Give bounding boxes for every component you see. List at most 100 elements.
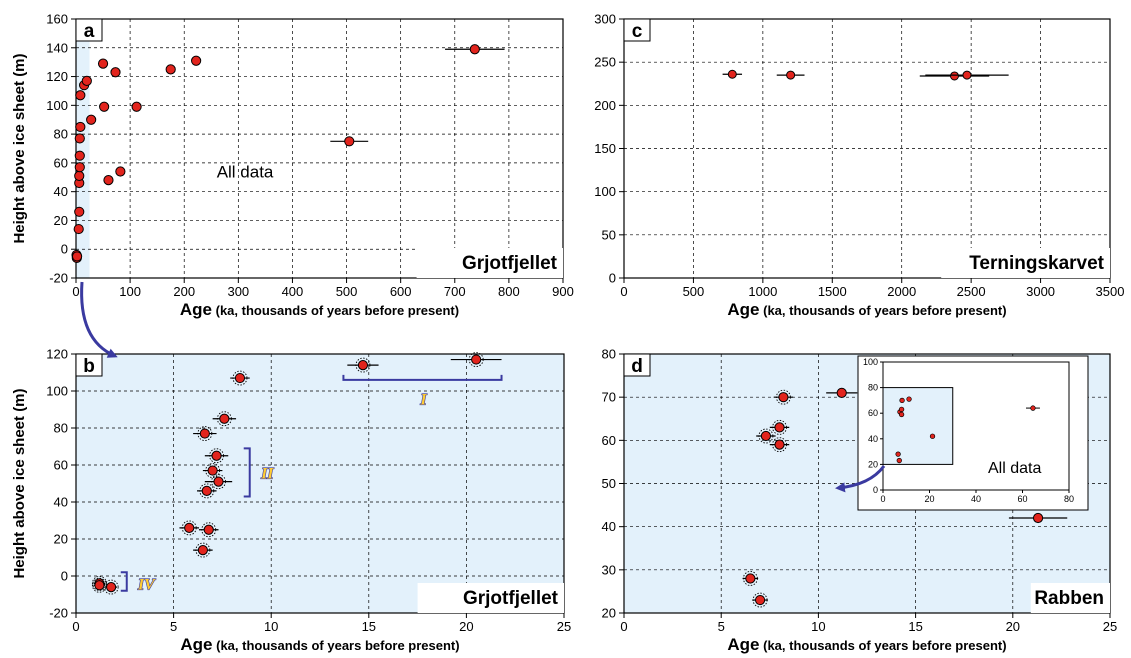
x-axis-label: Age (ka, thousands of years before prese… [180,635,459,654]
y-tick-label: 60 [602,433,616,448]
y-tick-label: 40 [54,495,68,510]
data-point [81,75,92,86]
group-bracket [120,571,128,592]
data-point [203,524,214,535]
x-tick-label: 0 [620,619,627,634]
site-label-bg [416,248,563,278]
uncertainty-ring [216,411,232,427]
panel-shade [76,354,564,613]
y-tick-label: 100 [46,98,68,113]
data-point [74,133,85,144]
inset-x-tick-label: 20 [924,494,934,504]
data-point [836,387,847,398]
x-tick-label: 3000 [1026,284,1055,299]
x-axis-label: Age (ka, thousands of years before prese… [727,635,1006,654]
x-axis-label-detail: (ka, thousands of years before present) [760,303,1007,318]
data-point [234,372,246,384]
panel-d: 0 5 10 15 20 25 20 30 40 50 60 70 80 Age (ka, thousan… [602,347,1118,655]
group-bracket [243,447,251,498]
data-point [754,594,766,606]
uncertainty-ring [181,520,197,536]
zoom-arrow-a-to-b [80,281,118,358]
inset-shaded-range [882,387,954,465]
x-axis-label-detail: (ka, thousands of years before present) [760,638,1007,653]
y-tick-label: 250 [594,55,616,70]
x-axis-label-detail: (ka, thousands of years before present) [213,638,460,653]
data-point [74,162,85,173]
all-data-note: All data [217,162,274,181]
inset-data-point [929,433,936,439]
data-point [97,58,109,69]
y-tick-label: 40 [54,184,68,199]
uncertainty-ring [742,571,758,586]
uncertainty-ring [205,463,221,478]
x-axis-label: Age (ka, thousands of years before prese… [180,300,459,319]
data-point [106,582,117,593]
x-tick-label: 700 [444,284,466,299]
x-tick-label: 20 [459,619,473,634]
x-tick-label: 200 [173,284,195,299]
x-tick-label: 20 [1006,619,1020,634]
site-label: Rabben [1034,588,1104,609]
x-axis-label-main: Age [180,300,212,319]
x-tick-label: 3500 [1096,284,1125,299]
y-tick-label: 140 [46,40,68,55]
inset-x-tick-label: 0 [880,494,885,504]
y-tick-label: -20 [49,606,68,621]
site-label: Grjotfjellet [462,253,558,274]
y-tick-label: 0 [61,569,68,584]
inset-data-point [895,451,901,457]
uncertainty-ring [772,419,787,435]
data-point [197,545,208,556]
y-tick-label: 80 [602,347,616,362]
data-point [1032,512,1044,524]
data-point [211,450,222,461]
x-axis-label-detail: (ka, thousands of years before present) [212,303,459,318]
y-tick-label: -20 [49,271,68,286]
site-label-bg [417,583,564,613]
x-axis-label-main: Age [727,300,759,319]
data-point [99,101,110,112]
shaded-range [76,19,90,278]
data-point [778,392,789,403]
data-point [199,428,210,439]
y-axis-label: Height above ice sheet (m) [11,53,28,243]
uncertainty-ring [195,542,211,558]
data-point [75,90,86,101]
panel-letter: a [84,21,95,42]
data-point [471,354,482,365]
x-tick-label: 1500 [818,284,847,299]
uncertainty-ring [199,483,215,499]
y-tick-label: 50 [602,476,616,491]
data-point [71,251,83,262]
data-point [774,439,785,450]
data-point [191,55,202,66]
axis-frame [75,18,564,279]
inset-y-tick-label: 0 [873,485,878,495]
data-point [207,465,218,476]
y-tick-label: 100 [46,384,68,399]
data-point [213,476,224,487]
data-point [115,166,126,177]
x-tick-label: 2500 [957,284,986,299]
uncertainty-ring [232,370,248,386]
panel-letter-box [75,18,103,42]
x-tick-label: 500 [683,284,705,299]
data-point [949,71,959,81]
inset-chart: 0 20 40 60 80 0 20 40 60 80 100 All data [857,355,1089,511]
y-tick-label: 20 [54,213,68,228]
y-tick-label: 70 [602,390,616,405]
panel-letter: b [83,356,95,377]
x-tick-label: 1000 [748,284,777,299]
uncertainty-ring [775,389,791,405]
x-tick-label: 15 [362,619,376,634]
y-tick-label: 0 [609,271,616,286]
panel-letter-box [623,353,651,377]
uncertainty-ring [752,592,768,608]
group-label: II [260,465,274,482]
zoom-arrow-inset-to-d [835,465,886,493]
data-point [165,64,176,75]
y-tick-label: 50 [602,227,616,242]
x-tick-label: 300 [227,284,249,299]
data-point [469,44,480,55]
